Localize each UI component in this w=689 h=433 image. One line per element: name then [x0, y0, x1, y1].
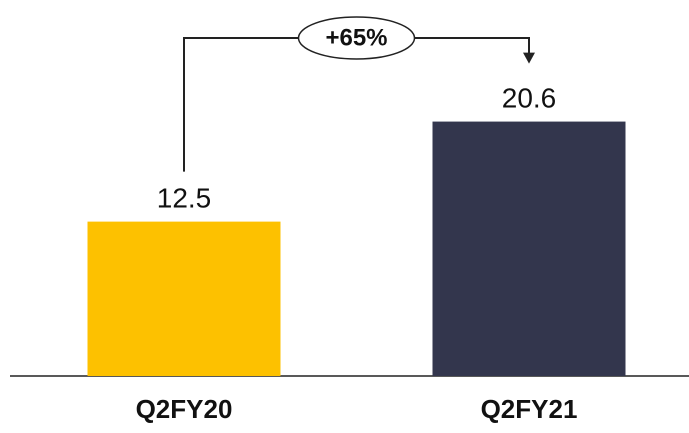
growth-label: +65%	[325, 24, 387, 51]
growth-annotation: +65%	[183, 16, 535, 172]
arrow-head-icon	[523, 52, 535, 64]
value-label: 20.6	[502, 83, 557, 114]
category-label: Q2FY21	[481, 394, 578, 424]
bar-q2fy21	[432, 121, 626, 376]
bar-q2fy20	[87, 221, 281, 376]
bars-layer: 12.5 Q2FY20 20.6 Q2FY21	[87, 83, 626, 424]
value-label: 12.5	[157, 183, 212, 214]
category-label: Q2FY20	[136, 394, 233, 424]
growth-badge	[297, 16, 416, 60]
